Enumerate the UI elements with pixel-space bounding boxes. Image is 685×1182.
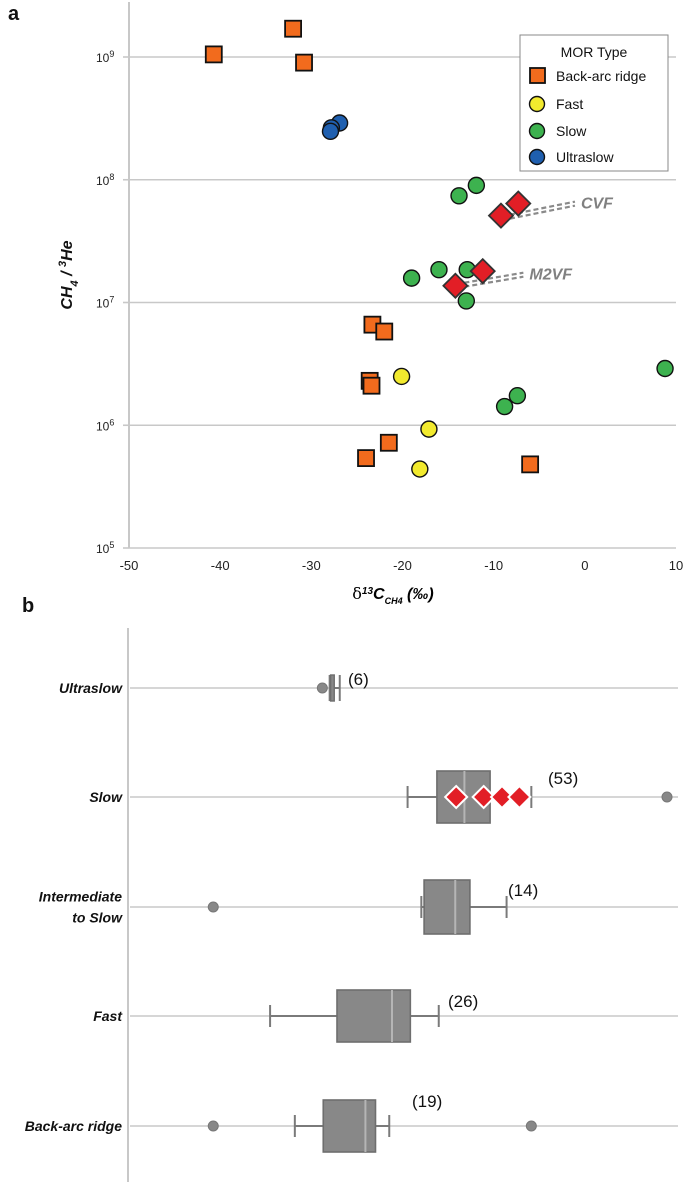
boxplot-row: Ultraslow (6) [59,670,678,702]
vent-field-diamond [443,784,469,810]
legend-marker-slow [528,122,546,140]
y-tick-label: 106 [96,417,114,433]
y-tick-label: 107 [96,295,114,311]
data-point-vent-field [469,257,496,285]
sample-count: (6) [348,670,369,689]
data-point-fast [411,460,429,478]
x-tick-label: -30 [302,558,321,573]
scatter-points [204,19,674,478]
vent-field-diamond [507,784,532,810]
legend-label-slow: Slow [556,123,587,139]
category-label: Fast [93,1008,123,1024]
data-point-ultraslow [321,122,340,141]
legend-label-fast: Fast [556,96,583,112]
box-iqr [322,1099,377,1153]
y-tick-label: 108 [96,172,114,188]
y-tick-label: 109 [96,49,114,65]
data-point-slow [508,387,527,405]
data-point-back-arc-ridge [375,322,394,341]
outlier-point [316,682,328,694]
data-point-back-arc-ridge [295,53,313,72]
box-iqr [329,674,335,702]
x-tick-label: 0 [581,558,588,573]
category-label: Slow [89,789,123,805]
legend-label-ultraslow: Ultraslow [556,149,614,165]
boxplot-panel: Ultraslow (6) Slow (53) Intermediate to Slow (… [25,670,678,1153]
data-point-slow [402,269,421,287]
data-point-back-arc-ridge [284,19,303,38]
outlier-point [525,1120,537,1132]
x-tick-label: 10 [669,558,683,573]
legend-marker-fast [528,95,546,113]
y-tick-label: 105 [96,540,114,556]
data-point-slow [450,187,468,205]
box-iqr [423,879,471,935]
box-iqr [336,989,412,1043]
panel-label-b: b [22,595,34,617]
legend-title: MOR Type [561,44,628,60]
legend-marker-ultraslow [528,148,546,166]
category-label: Ultraslow [59,680,123,696]
x-tick-label: -40 [211,558,230,573]
outlier-point [661,791,673,803]
data-point-slow [457,292,476,310]
scatter-x-ticks: -50 -40 -30 -20 -10 0 10 [120,558,684,573]
data-point-vent-field [487,202,515,229]
data-point-fast [420,420,438,438]
annotation-label: M2VF [529,267,573,284]
annotation-leader [464,271,524,284]
data-point-slow [495,397,514,416]
x-tick-label: -50 [120,558,139,573]
annotation-leader [464,275,524,288]
scatter-x-axis-title: δ13CCH4 (‰) [352,584,433,606]
data-point-slow [656,359,674,378]
scatter-y-axis-title: CH4 / 3He [57,240,81,309]
sample-count: (53) [548,769,578,788]
annotation-label: CVF [581,196,614,213]
data-point-vent-field [442,272,469,299]
vent-field-diamond [489,784,515,810]
data-point-back-arc-ridge [521,455,540,474]
legend-marker-back-arc [529,67,546,84]
data-point-back-arc-ridge [362,376,381,395]
data-point-back-arc-ridge [204,45,223,64]
outlier-point [207,901,219,913]
data-point-vent-field [505,190,532,217]
panel-label-a: a [8,3,20,25]
boxplot-row: Slow (53) [89,769,678,824]
legend: MOR Type Back-arc ridge Fast Slow Ultras… [519,34,669,172]
data-point-back-arc-ridge [357,449,375,467]
boxplot-row: Back-arc ridge (19) [25,1092,678,1153]
boxplot-row: Fast (26) [93,989,678,1043]
legend-label-back-arc: Back-arc ridge [556,68,646,84]
boxplot-row: Intermediate to Slow (14) [39,879,678,935]
category-label: to Slow [72,910,123,926]
category-label: Intermediate [39,889,122,905]
x-tick-label: -20 [393,558,412,573]
sample-count: (26) [448,992,478,1011]
annotation-leader [509,204,576,220]
sample-count: (14) [508,881,538,900]
data-point-back-arc-ridge [379,433,398,452]
sample-count: (19) [412,1092,442,1111]
scatter-y-ticks: 105 106 107 108 109 [96,49,114,556]
x-tick-label: -10 [484,558,503,573]
outlier-point [207,1120,219,1132]
data-point-fast [392,367,411,386]
data-point-slow [430,261,448,279]
category-label: Back-arc ridge [25,1118,122,1134]
vent-field-diamond [471,784,497,810]
data-point-slow [467,176,486,195]
